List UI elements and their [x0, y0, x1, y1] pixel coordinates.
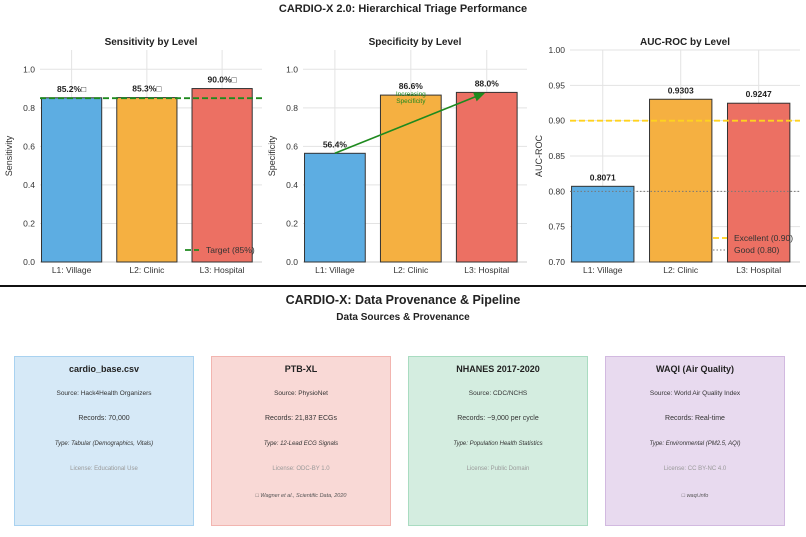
y-tick-label: 1.0 — [23, 64, 35, 74]
y-tick-label: 1.0 — [286, 64, 298, 74]
x-tick-label: L1: Village — [583, 265, 623, 275]
data-source-card: NHANES 2017-2020 Source: CDC/NCHS Records:… — [408, 356, 588, 526]
card-license: License: CC BY-NC 4.0 — [663, 466, 727, 472]
card-citation: □ waqi.info — [681, 493, 709, 499]
card-type: Type: Tabular (Demographics, Vitals) — [54, 441, 154, 447]
chart-panel-2: 0.0 0.2 0.4 0.6 0.8 1.0 56.4% L1: Village 86.6% L… — [267, 37, 527, 275]
x-tick-label: L2: Clinic — [129, 265, 165, 275]
main-title: CARDIO-X 2.0: Hierarchical Triage Perfor… — [278, 3, 528, 15]
provenance-subtitle: Data Sources & Provenance — [336, 312, 470, 323]
annotation-text: Specificity — [396, 98, 426, 105]
x-tick-label: L2: Clinic — [663, 265, 699, 275]
y-tick-label: 0.75 — [548, 222, 565, 232]
card-source: Source: World Air Quality Index — [649, 390, 741, 397]
bar-3 — [455, 91, 518, 263]
y-tick-label: 0.8 — [23, 103, 35, 113]
x-tick-label: L2: Clinic — [393, 265, 429, 275]
bar-3 — [726, 102, 791, 263]
card-type: Type: Environmental (PM2.5, AQI) — [649, 441, 741, 447]
annotation-text: Increasing — [396, 91, 426, 98]
chart-title: Specificity by Level — [369, 37, 462, 48]
card-license: License: Educational Use — [70, 466, 138, 472]
y-tick-label: 0.4 — [286, 180, 298, 190]
card-title: WAQI (Air Quality) — [655, 364, 734, 374]
card-source: Source: Hack4Health Organizers — [56, 390, 152, 397]
card-records: Records: 70,000 — [78, 415, 130, 422]
y-tick-label: 0.85 — [548, 151, 565, 161]
x-tick-label: L3: Hospital — [200, 265, 245, 275]
chart-title: Sensitivity by Level — [105, 37, 198, 48]
y-tick-label: 0.6 — [23, 141, 35, 151]
y-tick-label: 0.0 — [23, 257, 35, 267]
card-type: Type: 12-Lead ECG Signals — [263, 441, 339, 447]
y-tick-label: 0.90 — [548, 116, 565, 126]
card-citation: □ Wagner et al., Scientific Data, 2020 — [255, 493, 347, 499]
card-records: Records: 21,837 ECGs — [265, 415, 337, 422]
y-tick-label: 0.95 — [548, 80, 565, 90]
bar-1 — [41, 97, 103, 263]
y-tick-label: 0.70 — [548, 257, 565, 267]
section-divider — [0, 285, 806, 287]
y-tick-label: 0.8 — [286, 103, 298, 113]
bar-2 — [649, 98, 713, 263]
bar-value-label: 0.9303 — [668, 85, 694, 95]
chart-title: AUC-ROC by Level — [640, 37, 730, 48]
bar-3 — [191, 88, 253, 263]
data-source-card: cardio_base.csv Source: Hack4Health Organ… — [14, 356, 194, 526]
card-license: License: ODC-BY 1.0 — [272, 466, 330, 472]
bar-value-label: 85.3%□ — [132, 84, 161, 94]
y-tick-label: 0.6 — [286, 141, 298, 151]
card-source: Source: CDC/NCHS — [468, 390, 528, 397]
y-tick-label: 0.2 — [23, 218, 35, 228]
x-tick-label: L1: Village — [52, 265, 92, 275]
bar-value-label: 86.6% — [399, 81, 424, 91]
y-tick-label: 0.80 — [548, 186, 565, 196]
y-tick-label: 1.00 — [548, 45, 565, 55]
card-records: Records: ~9,000 per cycle — [457, 415, 539, 422]
card-title: cardio_base.csv — [68, 364, 140, 374]
chart-panel-1: 0.0 0.2 0.4 0.6 0.8 1.0 85.2%□ L1: Village 85.3%… — [4, 37, 262, 275]
chart-panel-3: 0.70 0.75 0.80 0.85 0.90 0.95 1.00 0.8071 L1: Vi… — [534, 37, 800, 275]
bar-value-label: 90.0%□ — [207, 75, 236, 85]
y-tick-label: 0.4 — [23, 180, 35, 190]
y-axis-label: AUC-ROC — [534, 135, 544, 177]
x-tick-label: L1: Village — [315, 265, 355, 275]
legend-label: Target (85%) — [206, 245, 255, 255]
card-type: Type: Population Health Statistics — [453, 441, 543, 447]
y-axis-label: Specificity — [267, 135, 277, 176]
legend-label: Good (0.80) — [734, 245, 780, 255]
bar-2 — [116, 97, 178, 263]
card-license: License: Public Domain — [466, 466, 530, 472]
bar-value-label: 56.4% — [323, 139, 348, 149]
provenance-title: CARDIO-X: Data Provenance & Pipeline — [285, 293, 521, 307]
charts-area: 0.0 0.2 0.4 0.6 0.8 1.0 85.2%□ L1: Village 85.3%… — [4, 37, 800, 275]
legend-label: Excellent (0.90) — [734, 233, 793, 243]
trend-arrow — [334, 92, 486, 155]
bar-value-label: 85.2%□ — [57, 84, 86, 94]
y-tick-label: 0.0 — [286, 257, 298, 267]
bar-value-label: 0.9247 — [746, 89, 772, 99]
bar-value-label: 0.8071 — [590, 172, 616, 182]
data-source-card: PTB-XL Source: PhysioNet Records: 21,837 E… — [211, 356, 391, 526]
x-tick-label: L3: Hospital — [736, 265, 781, 275]
card-title: PTB-XL — [284, 364, 318, 374]
bar-2 — [379, 94, 442, 263]
data-source-card: WAQI (Air Quality) Source: World Air Qual… — [605, 356, 785, 526]
card-records: Records: Real-time — [665, 415, 725, 422]
card-source: Source: PhysioNet — [274, 390, 328, 397]
x-tick-label: L3: Hospital — [464, 265, 509, 275]
card-title: NHANES 2017-2020 — [456, 364, 540, 374]
bar-1 — [571, 185, 635, 263]
bar-1 — [304, 152, 366, 263]
bar-value-label: 88.0% — [475, 78, 500, 88]
y-tick-label: 0.2 — [286, 218, 298, 228]
y-axis-label: Sensitivity — [4, 135, 14, 176]
